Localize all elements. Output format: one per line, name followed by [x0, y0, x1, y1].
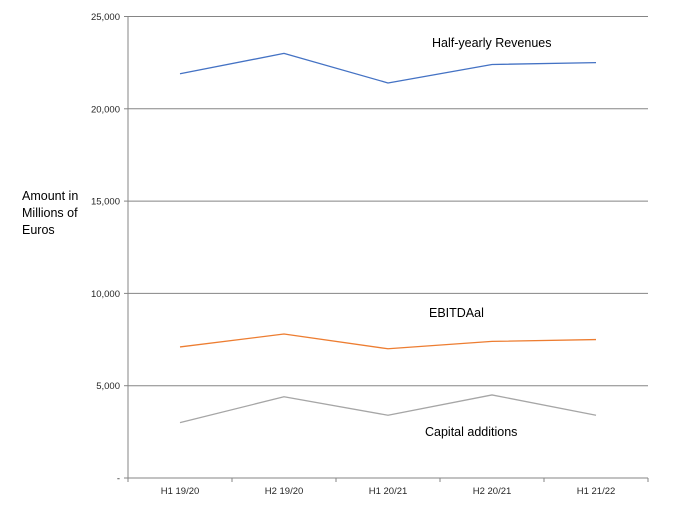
y-tick-label: 5,000: [96, 381, 120, 392]
y-tick-label: 15,000: [91, 197, 120, 208]
series-label-1: EBITDAal: [429, 306, 484, 320]
y-axis-title-line: Euros: [22, 223, 55, 237]
series-label-2: Capital additions: [425, 425, 517, 439]
series-line-2: [179, 394, 597, 424]
y-tick-label: 25,000: [91, 12, 120, 23]
y-tick-label: -: [117, 474, 120, 485]
series-line-0: [179, 52, 597, 84]
x-tick-label: H2 19/20: [265, 486, 304, 497]
series-line-1: [179, 333, 597, 350]
x-tick-label: H1 20/21: [369, 486, 408, 497]
y-tick-label: 10,000: [91, 289, 120, 300]
y-axis-title: Amount in Millions of Euros: [22, 188, 78, 239]
y-axis-title-line: Millions of: [22, 206, 78, 220]
y-axis-title-line: Amount in: [22, 189, 79, 203]
x-tick-label: H2 20/21: [473, 486, 512, 497]
x-tick-label: H1 19/20: [161, 486, 200, 497]
y-tick-label: 20,000: [91, 104, 120, 115]
x-tick-label: H1 21/22: [577, 486, 616, 497]
series-label-0: Half-yearly Revenues: [432, 36, 552, 50]
